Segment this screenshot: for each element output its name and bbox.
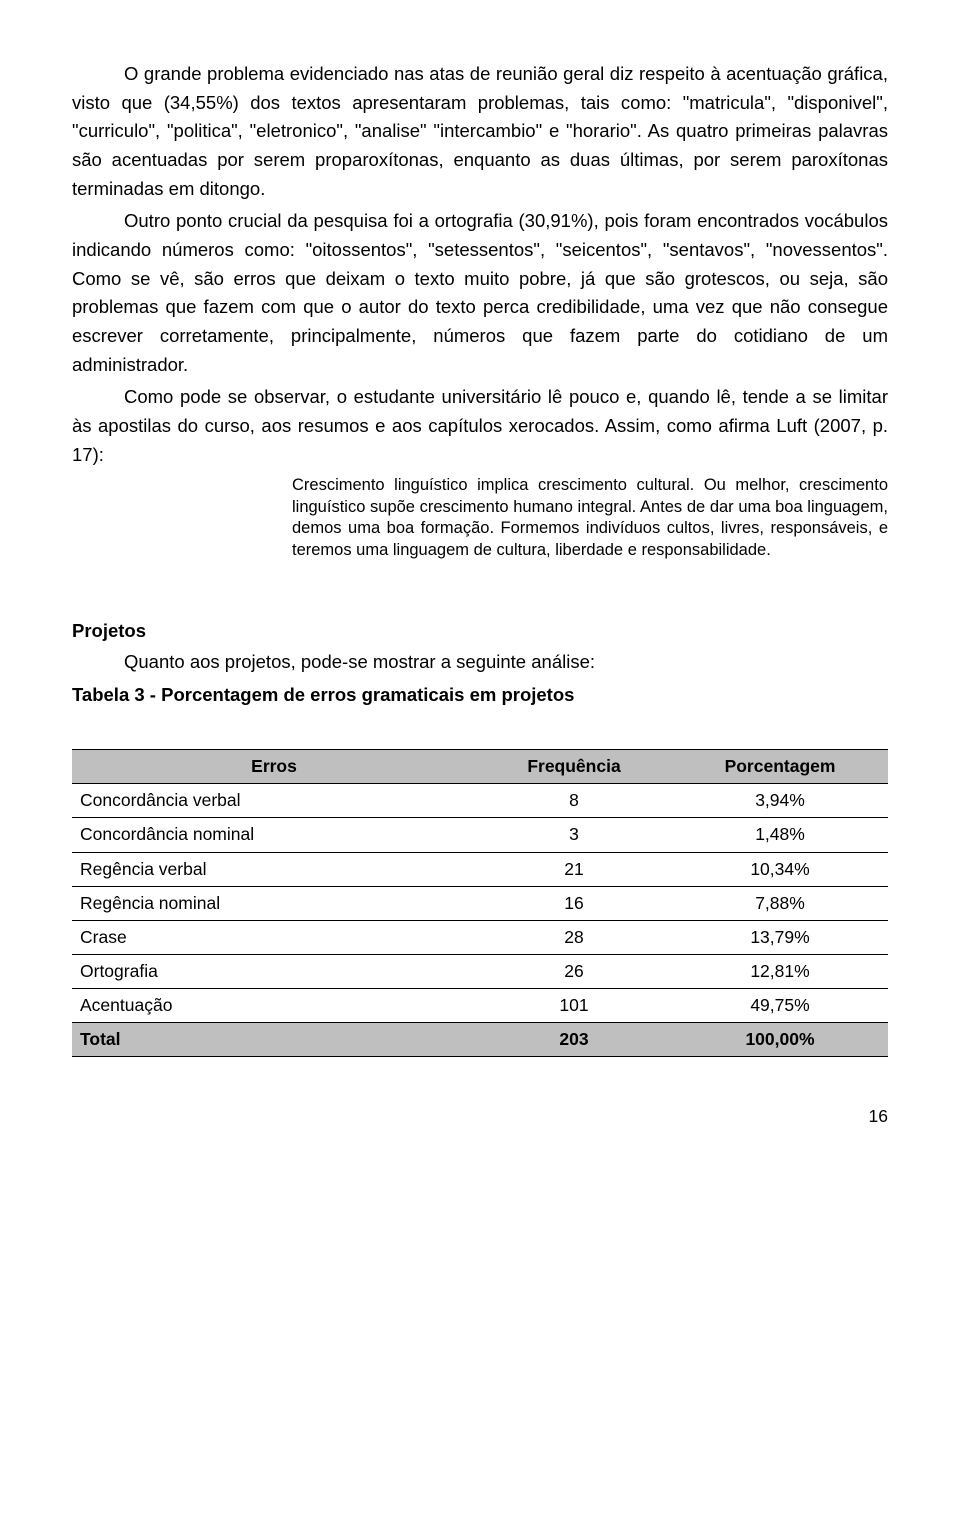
errors-table: Erros Frequência Porcentagem Concordânci… bbox=[72, 749, 888, 1057]
cell-pct: 12,81% bbox=[672, 954, 888, 988]
cell-label: Ortografia bbox=[72, 954, 476, 988]
cell-pct: 7,88% bbox=[672, 886, 888, 920]
table-header-row: Erros Frequência Porcentagem bbox=[72, 750, 888, 784]
cell-label: Acentuação bbox=[72, 989, 476, 1023]
cell-pct: 1,48% bbox=[672, 818, 888, 852]
cell-pct: 13,79% bbox=[672, 920, 888, 954]
paragraph-2: Outro ponto crucial da pesquisa foi a or… bbox=[72, 207, 888, 379]
cell-freq: 28 bbox=[476, 920, 672, 954]
table-row: Regência nominal167,88% bbox=[72, 886, 888, 920]
cell-freq: 101 bbox=[476, 989, 672, 1023]
table-row: Crase2813,79% bbox=[72, 920, 888, 954]
cell-label: Concordância nominal bbox=[72, 818, 476, 852]
table-row: Regência verbal2110,34% bbox=[72, 852, 888, 886]
cell-label: Regência verbal bbox=[72, 852, 476, 886]
cell-label: Crase bbox=[72, 920, 476, 954]
col-erros: Erros bbox=[72, 750, 476, 784]
cell-pct: 49,75% bbox=[672, 989, 888, 1023]
cell-freq: 16 bbox=[476, 886, 672, 920]
section-title: Projetos bbox=[72, 617, 888, 646]
cell-pct: 10,34% bbox=[672, 852, 888, 886]
cell-total-label: Total bbox=[72, 1023, 476, 1057]
table-row: Acentuação10149,75% bbox=[72, 989, 888, 1023]
table-total-row: Total203100,00% bbox=[72, 1023, 888, 1057]
block-quote: Crescimento linguístico implica crescime… bbox=[292, 475, 888, 561]
table-row: Concordância verbal83,94% bbox=[72, 784, 888, 818]
cell-freq: 3 bbox=[476, 818, 672, 852]
col-frequencia: Frequência bbox=[476, 750, 672, 784]
cell-label: Regência nominal bbox=[72, 886, 476, 920]
cell-freq: 21 bbox=[476, 852, 672, 886]
cell-label: Concordância verbal bbox=[72, 784, 476, 818]
col-porcentagem: Porcentagem bbox=[672, 750, 888, 784]
table-caption: Tabela 3 - Porcentagem de erros gramatic… bbox=[72, 681, 888, 710]
cell-total-pct: 100,00% bbox=[672, 1023, 888, 1057]
section-intro: Quanto aos projetos, pode-se mostrar a s… bbox=[72, 648, 888, 677]
cell-pct: 3,94% bbox=[672, 784, 888, 818]
cell-total-freq: 203 bbox=[476, 1023, 672, 1057]
page-number: 16 bbox=[72, 1103, 888, 1130]
table-row: Concordância nominal31,48% bbox=[72, 818, 888, 852]
paragraph-3: Como pode se observar, o estudante unive… bbox=[72, 383, 888, 469]
cell-freq: 26 bbox=[476, 954, 672, 988]
table-row: Ortografia2612,81% bbox=[72, 954, 888, 988]
cell-freq: 8 bbox=[476, 784, 672, 818]
paragraph-1: O grande problema evidenciado nas atas d… bbox=[72, 60, 888, 203]
